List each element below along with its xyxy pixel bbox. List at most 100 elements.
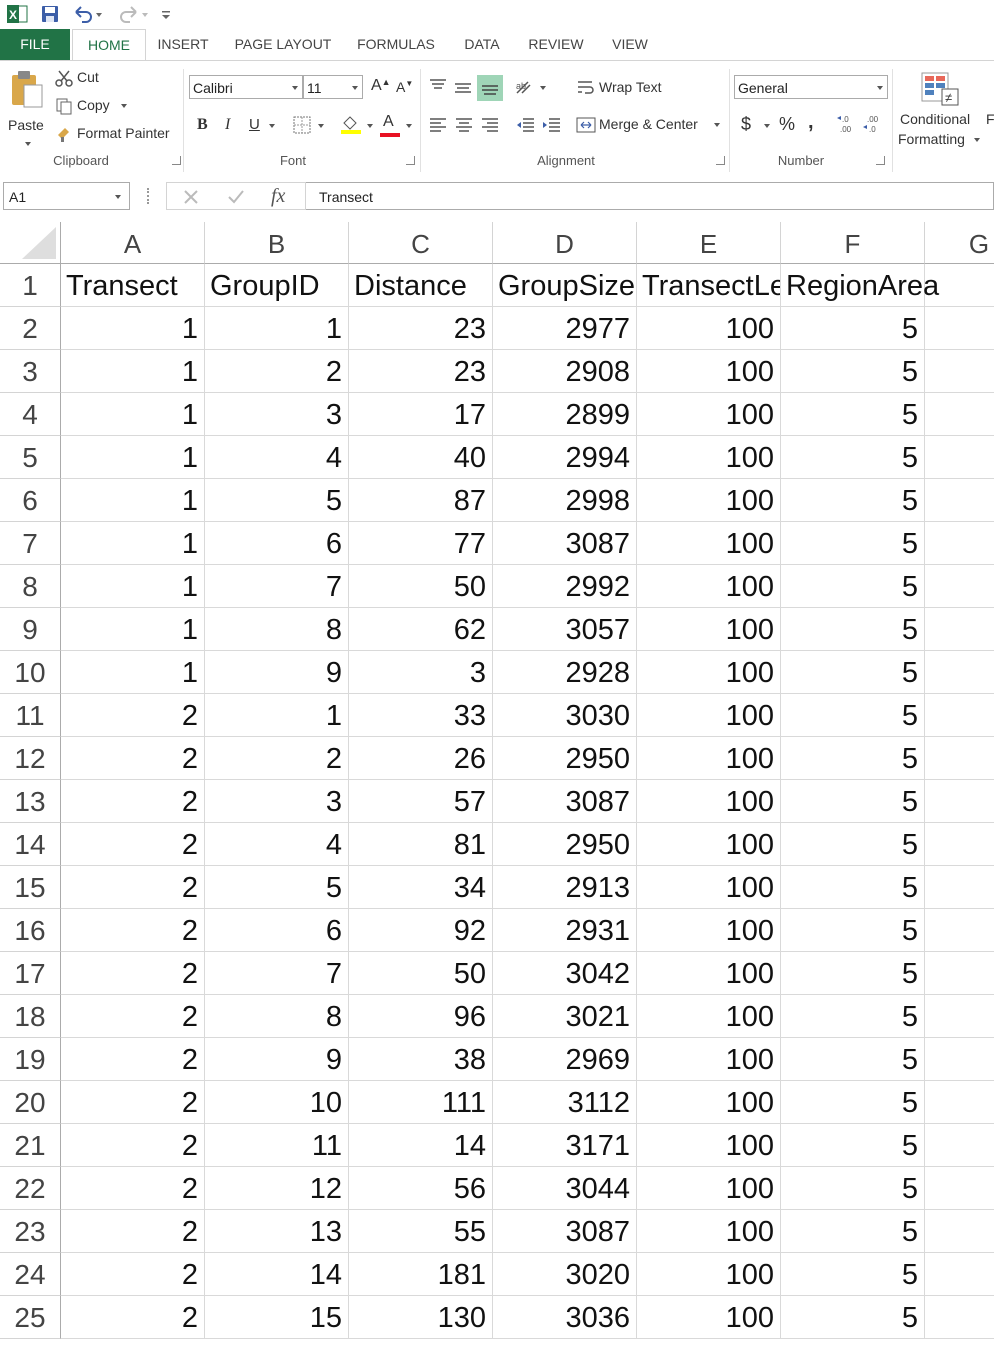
cell[interactable] [925,1296,994,1339]
increase-decimal-icon[interactable]: .0.00 [836,113,858,135]
row-header[interactable]: 13 [0,780,61,823]
cell[interactable]: 5 [781,522,925,565]
cell[interactable]: 3 [205,393,349,436]
cell[interactable]: 3 [349,651,493,694]
tab-data[interactable]: DATA [464,36,500,52]
cell[interactable] [925,393,994,436]
cell[interactable] [925,823,994,866]
percent-button[interactable]: % [779,114,796,134]
copy-dropdown-icon[interactable] [121,104,127,108]
column-header-c[interactable]: C [349,222,493,264]
cell[interactable]: 5 [781,565,925,608]
cell[interactable]: 13 [205,1210,349,1253]
cell[interactable]: 50 [349,565,493,608]
cell[interactable]: 5 [781,909,925,952]
cell[interactable]: 100 [637,1167,781,1210]
tab-file[interactable]: FILE [0,29,70,60]
row-header[interactable]: 6 [0,479,61,522]
row-header[interactable]: 5 [0,436,61,479]
cell[interactable]: 100 [637,694,781,737]
decrease-decimal-icon[interactable]: .00.0 [862,113,884,135]
name-box[interactable]: A1 [3,182,130,210]
redo-icon[interactable] [116,4,150,24]
cell[interactable]: 5 [781,780,925,823]
middle-align-icon[interactable] [453,79,473,97]
cell[interactable]: 3 [205,780,349,823]
tab-home[interactable]: HOME [72,29,146,61]
cell[interactable]: 3030 [493,694,637,737]
cell[interactable]: 2 [61,1253,205,1296]
wrap-text-button[interactable]: Wrap Text [599,79,662,95]
cell[interactable]: 3087 [493,1210,637,1253]
cell[interactable]: 100 [637,436,781,479]
cell[interactable]: 100 [637,1081,781,1124]
cell[interactable]: 100 [637,479,781,522]
cell[interactable]: 100 [637,952,781,995]
cell[interactable]: 5 [781,1038,925,1081]
row-header[interactable]: 25 [0,1296,61,1339]
row-header[interactable]: 1 [0,264,61,307]
conditional-formatting-button[interactable]: Conditional [900,111,971,127]
font-size-box[interactable]: 11 [303,75,363,99]
cell[interactable]: 2899 [493,393,637,436]
cell[interactable]: 1 [61,307,205,350]
alignment-dialog-launcher[interactable] [716,156,725,165]
cell[interactable]: 2977 [493,307,637,350]
tab-formulas[interactable]: FORMULAS [357,36,435,52]
cell[interactable]: 11 [205,1124,349,1167]
cell[interactable]: 3087 [493,780,637,823]
cell[interactable]: 100 [637,995,781,1038]
cell[interactable]: 4 [205,436,349,479]
cell[interactable]: 2 [61,909,205,952]
cell[interactable]: 2 [61,823,205,866]
cell[interactable]: 1 [61,436,205,479]
cell[interactable] [925,350,994,393]
cell[interactable]: 100 [637,909,781,952]
cell[interactable]: 100 [637,350,781,393]
cell[interactable]: 100 [637,780,781,823]
orientation-icon[interactable]: ab [514,77,538,97]
cell[interactable]: 5 [205,479,349,522]
formula-input[interactable]: Transect [306,182,994,210]
decrease-font-size-icon[interactable]: A▼ [396,79,414,95]
row-header[interactable]: 17 [0,952,61,995]
cell[interactable] [925,436,994,479]
cell[interactable]: 5 [781,307,925,350]
cell[interactable] [925,1210,994,1253]
customize-toolbar-icon[interactable] [160,4,172,24]
cell[interactable]: 2 [205,350,349,393]
cell[interactable] [925,307,994,350]
cell[interactable]: 5 [781,1253,925,1296]
cell[interactable]: 5 [781,436,925,479]
cell[interactable]: 9 [205,1038,349,1081]
orientation-dropdown-icon[interactable] [540,86,546,90]
currency-dropdown-icon[interactable] [764,124,770,128]
format-as-table-button-cut[interactable]: F [986,111,994,127]
bottom-align-button[interactable] [477,75,503,101]
fill-color-icon[interactable] [340,113,362,135]
cell[interactable]: 15 [205,1296,349,1339]
borders-icon[interactable] [293,116,311,134]
cell[interactable]: 2 [205,737,349,780]
cell[interactable]: 111 [349,1081,493,1124]
row-header[interactable]: 14 [0,823,61,866]
row-header[interactable]: 16 [0,909,61,952]
cell[interactable]: 2 [61,952,205,995]
cell[interactable]: 2928 [493,651,637,694]
cell[interactable] [925,565,994,608]
underline-button[interactable]: U [249,116,260,133]
bold-button[interactable]: B [197,116,208,133]
cell[interactable] [925,651,994,694]
cell[interactable]: 5 [781,1081,925,1124]
cell[interactable] [925,1081,994,1124]
cell[interactable]: 100 [637,1253,781,1296]
cell[interactable]: 17 [349,393,493,436]
cell[interactable]: 130 [349,1296,493,1339]
cell[interactable]: 1 [61,608,205,651]
formula-bar-splitter[interactable] [147,188,151,204]
top-align-icon[interactable] [428,77,448,95]
cell[interactable]: 2998 [493,479,637,522]
cell[interactable] [925,1253,994,1296]
cell[interactable]: 100 [637,565,781,608]
cell[interactable]: 2 [61,780,205,823]
